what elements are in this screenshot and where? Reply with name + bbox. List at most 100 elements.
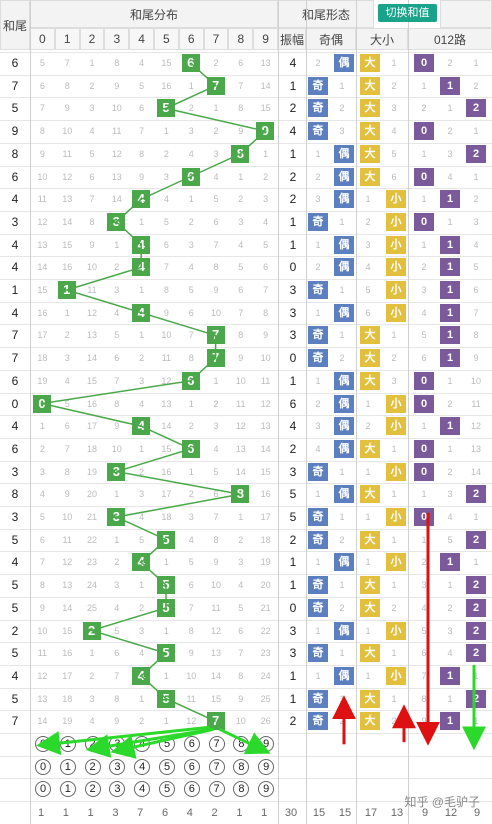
miss-count: 16 — [62, 648, 73, 659]
pick-digit-circle[interactable]: 9 — [258, 758, 275, 775]
pick-digit-circle[interactable]: 3 — [109, 781, 126, 798]
road-miss: 1 — [447, 103, 453, 114]
miss-count: 6 — [39, 80, 45, 91]
road-tag: 1 — [440, 666, 460, 685]
road-miss: 2 — [447, 398, 453, 409]
miss-count: 3 — [139, 489, 145, 500]
road-miss: 1 — [473, 512, 479, 522]
miss-count: 10 — [37, 171, 48, 182]
road-miss: 14 — [470, 466, 481, 477]
parity-even-tag: 偶 — [334, 54, 354, 72]
pick-digit-circle[interactable]: 7 — [208, 736, 225, 752]
road-tag: 1 — [440, 553, 460, 572]
digit-header: 6 — [178, 28, 204, 50]
miss-count: 3 — [188, 512, 194, 522]
pick-digit-circle[interactable]: 5 — [159, 758, 175, 775]
footer-count: 2 — [211, 807, 218, 820]
pick-digit-circle[interactable]: 9 — [258, 781, 275, 798]
miss-count: 4 — [238, 580, 244, 591]
road-miss: 1 — [447, 443, 453, 454]
digit-header: 5 — [154, 28, 179, 50]
pick-digit-circle[interactable]: 1 — [59, 758, 76, 775]
miss-count: 3 — [188, 239, 194, 250]
row-value: 4 — [11, 305, 19, 320]
road-miss: 8 — [473, 330, 479, 341]
row-value: 3 — [11, 510, 19, 524]
miss-count: 2 — [39, 443, 45, 454]
pick-digit-circle[interactable]: 7 — [208, 758, 225, 775]
parity-odd-tag: 奇 — [308, 99, 328, 118]
parity-header: 奇偶 — [306, 28, 356, 50]
pick-digit-circle[interactable]: 6 — [183, 781, 200, 798]
col-divider — [30, 0, 31, 824]
size-miss: 1 — [391, 648, 397, 659]
digit-header: 1 — [54, 28, 80, 50]
miss-count: 11 — [161, 353, 172, 364]
parity-miss: 1 — [339, 648, 345, 659]
amplitude-value: 1 — [289, 214, 297, 229]
road-tag: 0 — [414, 371, 434, 390]
pick-digit-circle[interactable]: 4 — [134, 758, 151, 775]
pick-digit-circle[interactable]: 6 — [183, 736, 200, 752]
miss-count: 14 — [210, 670, 221, 681]
miss-count: 2 — [238, 534, 244, 545]
miss-count: 18 — [260, 534, 271, 545]
miss-count: 19 — [62, 716, 73, 727]
parity-miss: 1 — [339, 80, 345, 91]
pick-digit-circle[interactable]: 5 — [159, 781, 175, 798]
toggle-sum-button[interactable]: 切换和值 — [378, 4, 437, 22]
row-value: 6 — [11, 56, 19, 70]
size-miss: 4 — [365, 262, 371, 273]
amplitude-value: 5 — [289, 487, 297, 502]
miss-count: 6 — [188, 580, 194, 591]
miss-count: 11 — [62, 534, 72, 545]
amplitude-value: 4 — [289, 56, 297, 70]
pick-digit-circle[interactable]: 8 — [233, 758, 250, 775]
parity-even-tag: 偶 — [334, 258, 354, 277]
road-miss: 4 — [421, 602, 427, 613]
pick-digit-circle[interactable]: 8 — [233, 781, 250, 798]
size-miss: 2 — [391, 602, 397, 613]
miss-count: 3 — [114, 285, 120, 295]
miss-count: 4 — [39, 489, 45, 500]
row-divider — [0, 642, 492, 644]
miss-count: 3 — [238, 216, 244, 227]
miss-count: 13 — [86, 330, 97, 341]
pick-digit-circle[interactable]: 0 — [35, 781, 51, 798]
pick-digit-circle[interactable]: 1 — [59, 781, 76, 798]
size-small-tag: 小 — [386, 281, 406, 299]
miss-count: 8 — [238, 330, 244, 341]
pick-digit-circle[interactable]: 0 — [35, 758, 51, 775]
miss-count: 10 — [210, 307, 221, 318]
footer-count: 9 — [473, 807, 481, 820]
pick-digit-circle[interactable]: 7 — [208, 781, 225, 798]
pick-digit-circle[interactable]: 3 — [109, 758, 126, 775]
size-miss: 1 — [391, 580, 397, 591]
pick-digit-circle[interactable]: 6 — [183, 758, 200, 775]
miss-count: 6 — [114, 353, 120, 364]
miss-count: 13 — [260, 58, 271, 68]
miss-count: 7 — [213, 239, 219, 250]
size-big-tag: 大 — [360, 439, 380, 458]
pick-digit-circle[interactable]: 2 — [84, 781, 101, 798]
pick-digit-circle[interactable]: 4 — [134, 781, 151, 798]
digit-header: 3 — [104, 28, 130, 50]
row-divider — [0, 97, 492, 99]
miss-count: 12 — [210, 625, 221, 636]
size-miss: 1 — [365, 194, 371, 205]
size-big-tag: 大 — [360, 99, 380, 118]
parity-miss: 1 — [339, 580, 345, 591]
miss-count: 1 — [238, 512, 244, 522]
miss-count: 13 — [235, 443, 246, 454]
row-divider — [0, 687, 492, 689]
row-divider — [0, 415, 492, 417]
miss-count: 7 — [263, 285, 269, 295]
pick-digit-circle[interactable]: 2 — [84, 758, 101, 775]
amplitude-value: 1 — [289, 668, 297, 683]
footer-count: 7 — [137, 807, 144, 820]
amplitude-value: 0 — [289, 351, 297, 366]
swing-header: 振幅 — [278, 28, 306, 50]
size-miss: 2 — [365, 216, 371, 227]
miss-count: 3 — [163, 171, 169, 182]
amplitude-value: 1 — [289, 691, 297, 706]
